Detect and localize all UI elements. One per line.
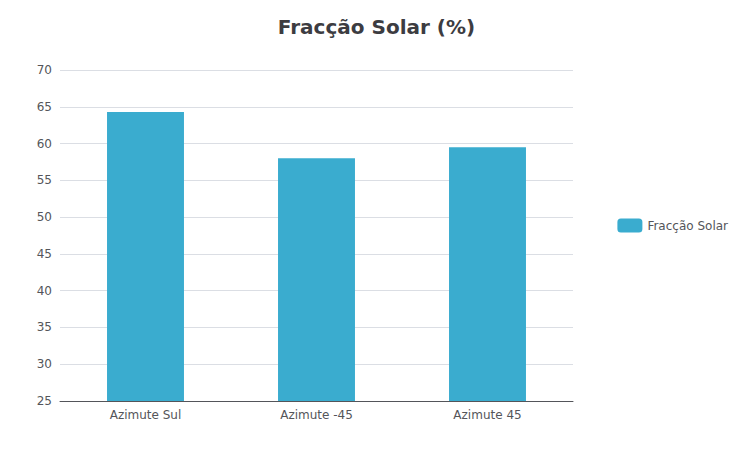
svg-text:Fracção Solar: Fracção Solar xyxy=(647,219,728,233)
svg-text:Azimute 45: Azimute 45 xyxy=(453,408,521,422)
svg-text:55: 55 xyxy=(37,173,52,187)
svg-text:Azimute -45: Azimute -45 xyxy=(280,408,353,422)
svg-text:60: 60 xyxy=(37,137,52,151)
svg-text:30: 30 xyxy=(37,357,52,371)
svg-text:40: 40 xyxy=(37,284,52,298)
svg-text:65: 65 xyxy=(37,100,52,114)
svg-text:Fracção Solar (%): Fracção Solar (%) xyxy=(278,15,475,39)
svg-text:Azimute Sul: Azimute Sul xyxy=(110,408,182,422)
svg-text:25: 25 xyxy=(37,394,52,408)
svg-text:45: 45 xyxy=(37,247,52,261)
svg-text:35: 35 xyxy=(37,320,52,334)
svg-text:50: 50 xyxy=(37,210,52,224)
svg-text:70: 70 xyxy=(37,63,52,77)
